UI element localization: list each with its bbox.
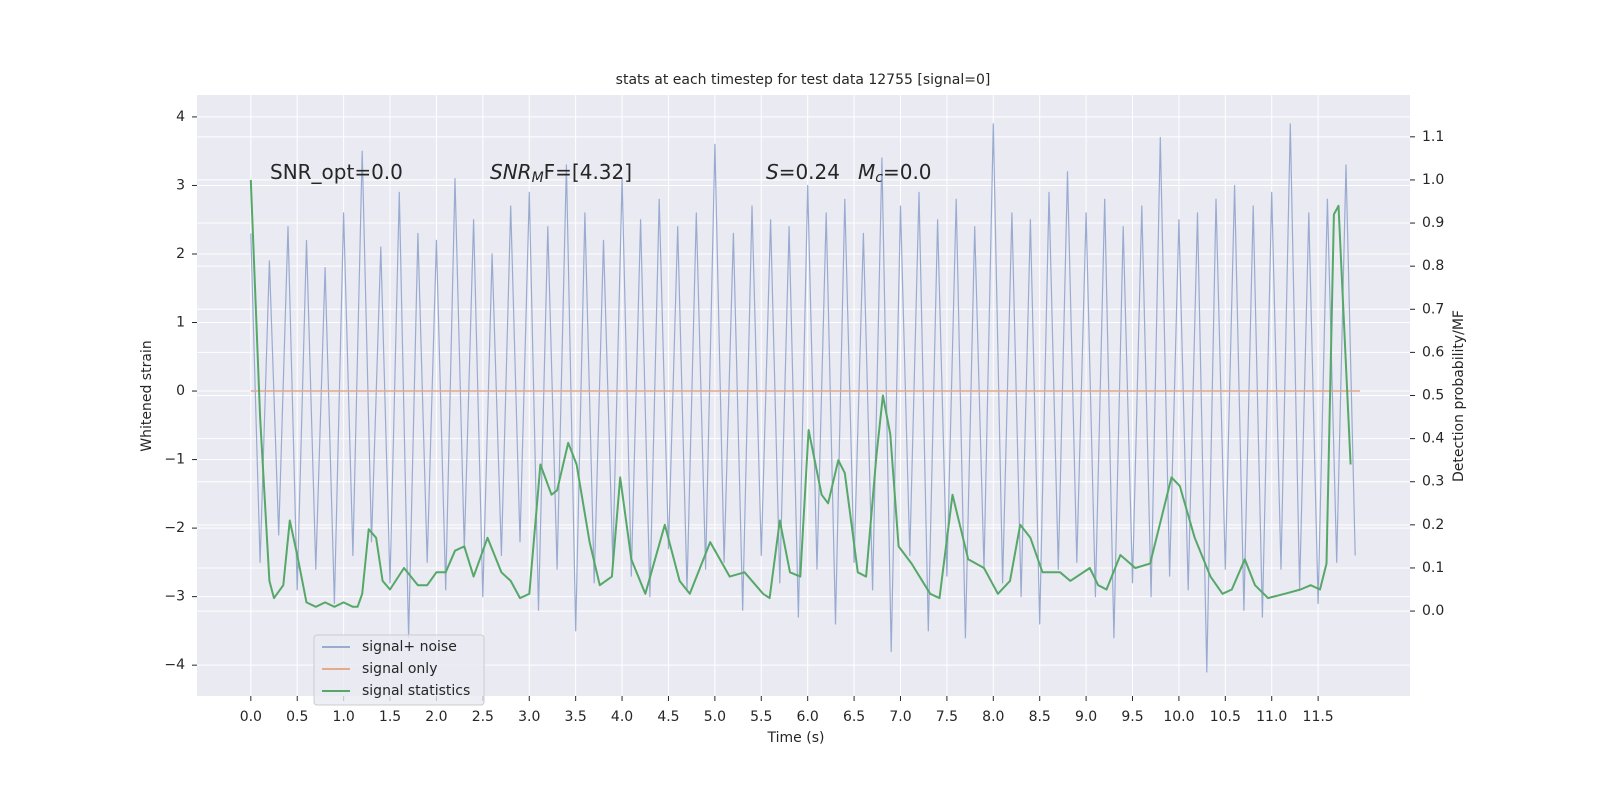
y-tick-label: −4 [164, 657, 185, 673]
annotation-part: S [766, 160, 779, 184]
series-line [250, 123, 1356, 673]
annotation: S=0.24 [766, 160, 840, 184]
annotation-part: SNR [490, 160, 532, 184]
y2-tick-label: 0.2 [1422, 517, 1444, 533]
annotation: Mc=0.0 [858, 160, 932, 187]
y2-tick-label: 0.3 [1422, 474, 1444, 490]
x-tick-label: 11.5 [1303, 709, 1334, 725]
x-tick-label: 3.0 [518, 709, 540, 725]
y2-tick-label: 0.1 [1422, 560, 1444, 576]
y-tick-label: 0 [176, 383, 185, 399]
legend-label: signal statistics [362, 683, 470, 699]
annotation-part: F=[4.32] [544, 160, 632, 184]
x-tick-label: 3.5 [565, 709, 587, 725]
y-tick-label: −2 [164, 520, 185, 536]
y2-tick-label: 1.0 [1422, 172, 1444, 188]
annotation-part: M [532, 170, 544, 186]
y-axis-label: Whitened strain [139, 340, 155, 451]
x-tick-label: 4.0 [611, 709, 633, 725]
annotation-part: =0.0 [883, 160, 932, 184]
marks [249, 123, 1360, 673]
x-tick-label: 10.0 [1163, 709, 1194, 725]
annotation: SNRMF=[4.32] [490, 160, 632, 187]
x-tick-label: 5.5 [750, 709, 772, 725]
annotation-part: =0.24 [779, 160, 840, 184]
x-tick-label: 9.0 [1075, 709, 1097, 725]
legend-label: signal+ noise [362, 639, 457, 655]
x-tick-label: 9.5 [1121, 709, 1143, 725]
annotation-part: SNR_opt=0.0 [270, 160, 403, 184]
y-tick-label: 4 [176, 109, 185, 125]
y2-tick-label: 0.6 [1422, 344, 1444, 360]
x-tick-label: 1.5 [379, 709, 401, 725]
x-tick-label: 0.5 [286, 709, 308, 725]
chart-title: stats at each timestep for test data 127… [616, 72, 991, 88]
x-tick-label: 0.0 [240, 709, 262, 725]
y-tick-label: 1 [176, 315, 185, 331]
x-tick-label: 4.5 [657, 709, 679, 725]
x-tick-label: 7.5 [936, 709, 958, 725]
y2-tick-label: 0.8 [1422, 258, 1444, 274]
legend-label: signal only [362, 661, 437, 677]
series-line [249, 179, 1352, 608]
x-tick-label: 6.5 [843, 709, 865, 725]
y2-axis-label: Detection probability/MF [1451, 310, 1467, 482]
x-tick-label: 10.5 [1210, 709, 1241, 725]
x-tick-label: 5.0 [704, 709, 726, 725]
y2-tick-label: 1.1 [1422, 129, 1444, 145]
x-tick-label: 1.0 [333, 709, 355, 725]
x-tick-label: 6.0 [797, 709, 819, 725]
y-tick-label: 3 [176, 177, 185, 193]
annotation-part: c [875, 170, 883, 186]
y2-tick-label: 0.4 [1422, 431, 1444, 447]
x-tick-label: 2.5 [472, 709, 494, 725]
x-tick-label: 7.0 [889, 709, 911, 725]
y2-tick-label: 0.5 [1422, 388, 1444, 404]
y2-tick-label: 0.7 [1422, 301, 1444, 317]
y2-tick-label: 0.9 [1422, 215, 1444, 231]
y2-tick-label: 0.0 [1422, 603, 1444, 619]
y-tick-label: −3 [164, 589, 185, 605]
annotation-part: M [858, 160, 875, 184]
x-tick-label: 11.0 [1256, 709, 1287, 725]
y-tick-label: −1 [164, 452, 185, 468]
annotation: SNR_opt=0.0 [270, 160, 403, 184]
x-tick-label: 8.5 [1029, 709, 1051, 725]
x-tick-label: 8.0 [982, 709, 1004, 725]
legend-box [313, 634, 485, 706]
x-axis-label: Time (s) [767, 730, 825, 746]
y-tick-label: 2 [176, 246, 185, 262]
x-tick-label: 2.0 [425, 709, 447, 725]
